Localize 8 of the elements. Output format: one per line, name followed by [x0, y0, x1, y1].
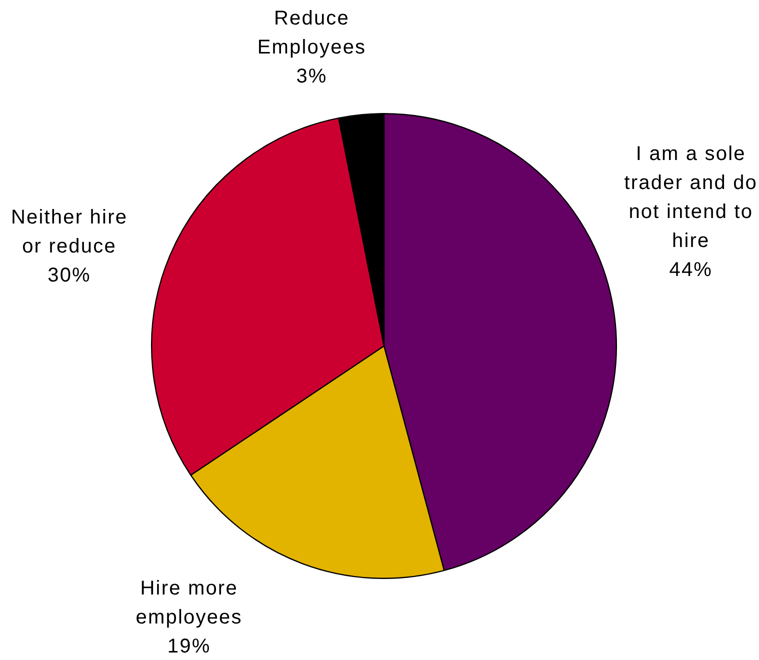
slice-label: Neither hire or reduce	[10, 206, 128, 258]
data-label: 3%	[296, 65, 328, 88]
data-label: 30%	[48, 264, 91, 286]
slice-label: I am a sole trader and do not intend to hire	[624, 143, 758, 252]
data-label: 19%	[167, 636, 211, 658]
slice-label: Reduce Employees	[257, 7, 366, 58]
data-label: 44%	[669, 259, 713, 282]
slice-label: Hire more employees	[136, 578, 242, 629]
